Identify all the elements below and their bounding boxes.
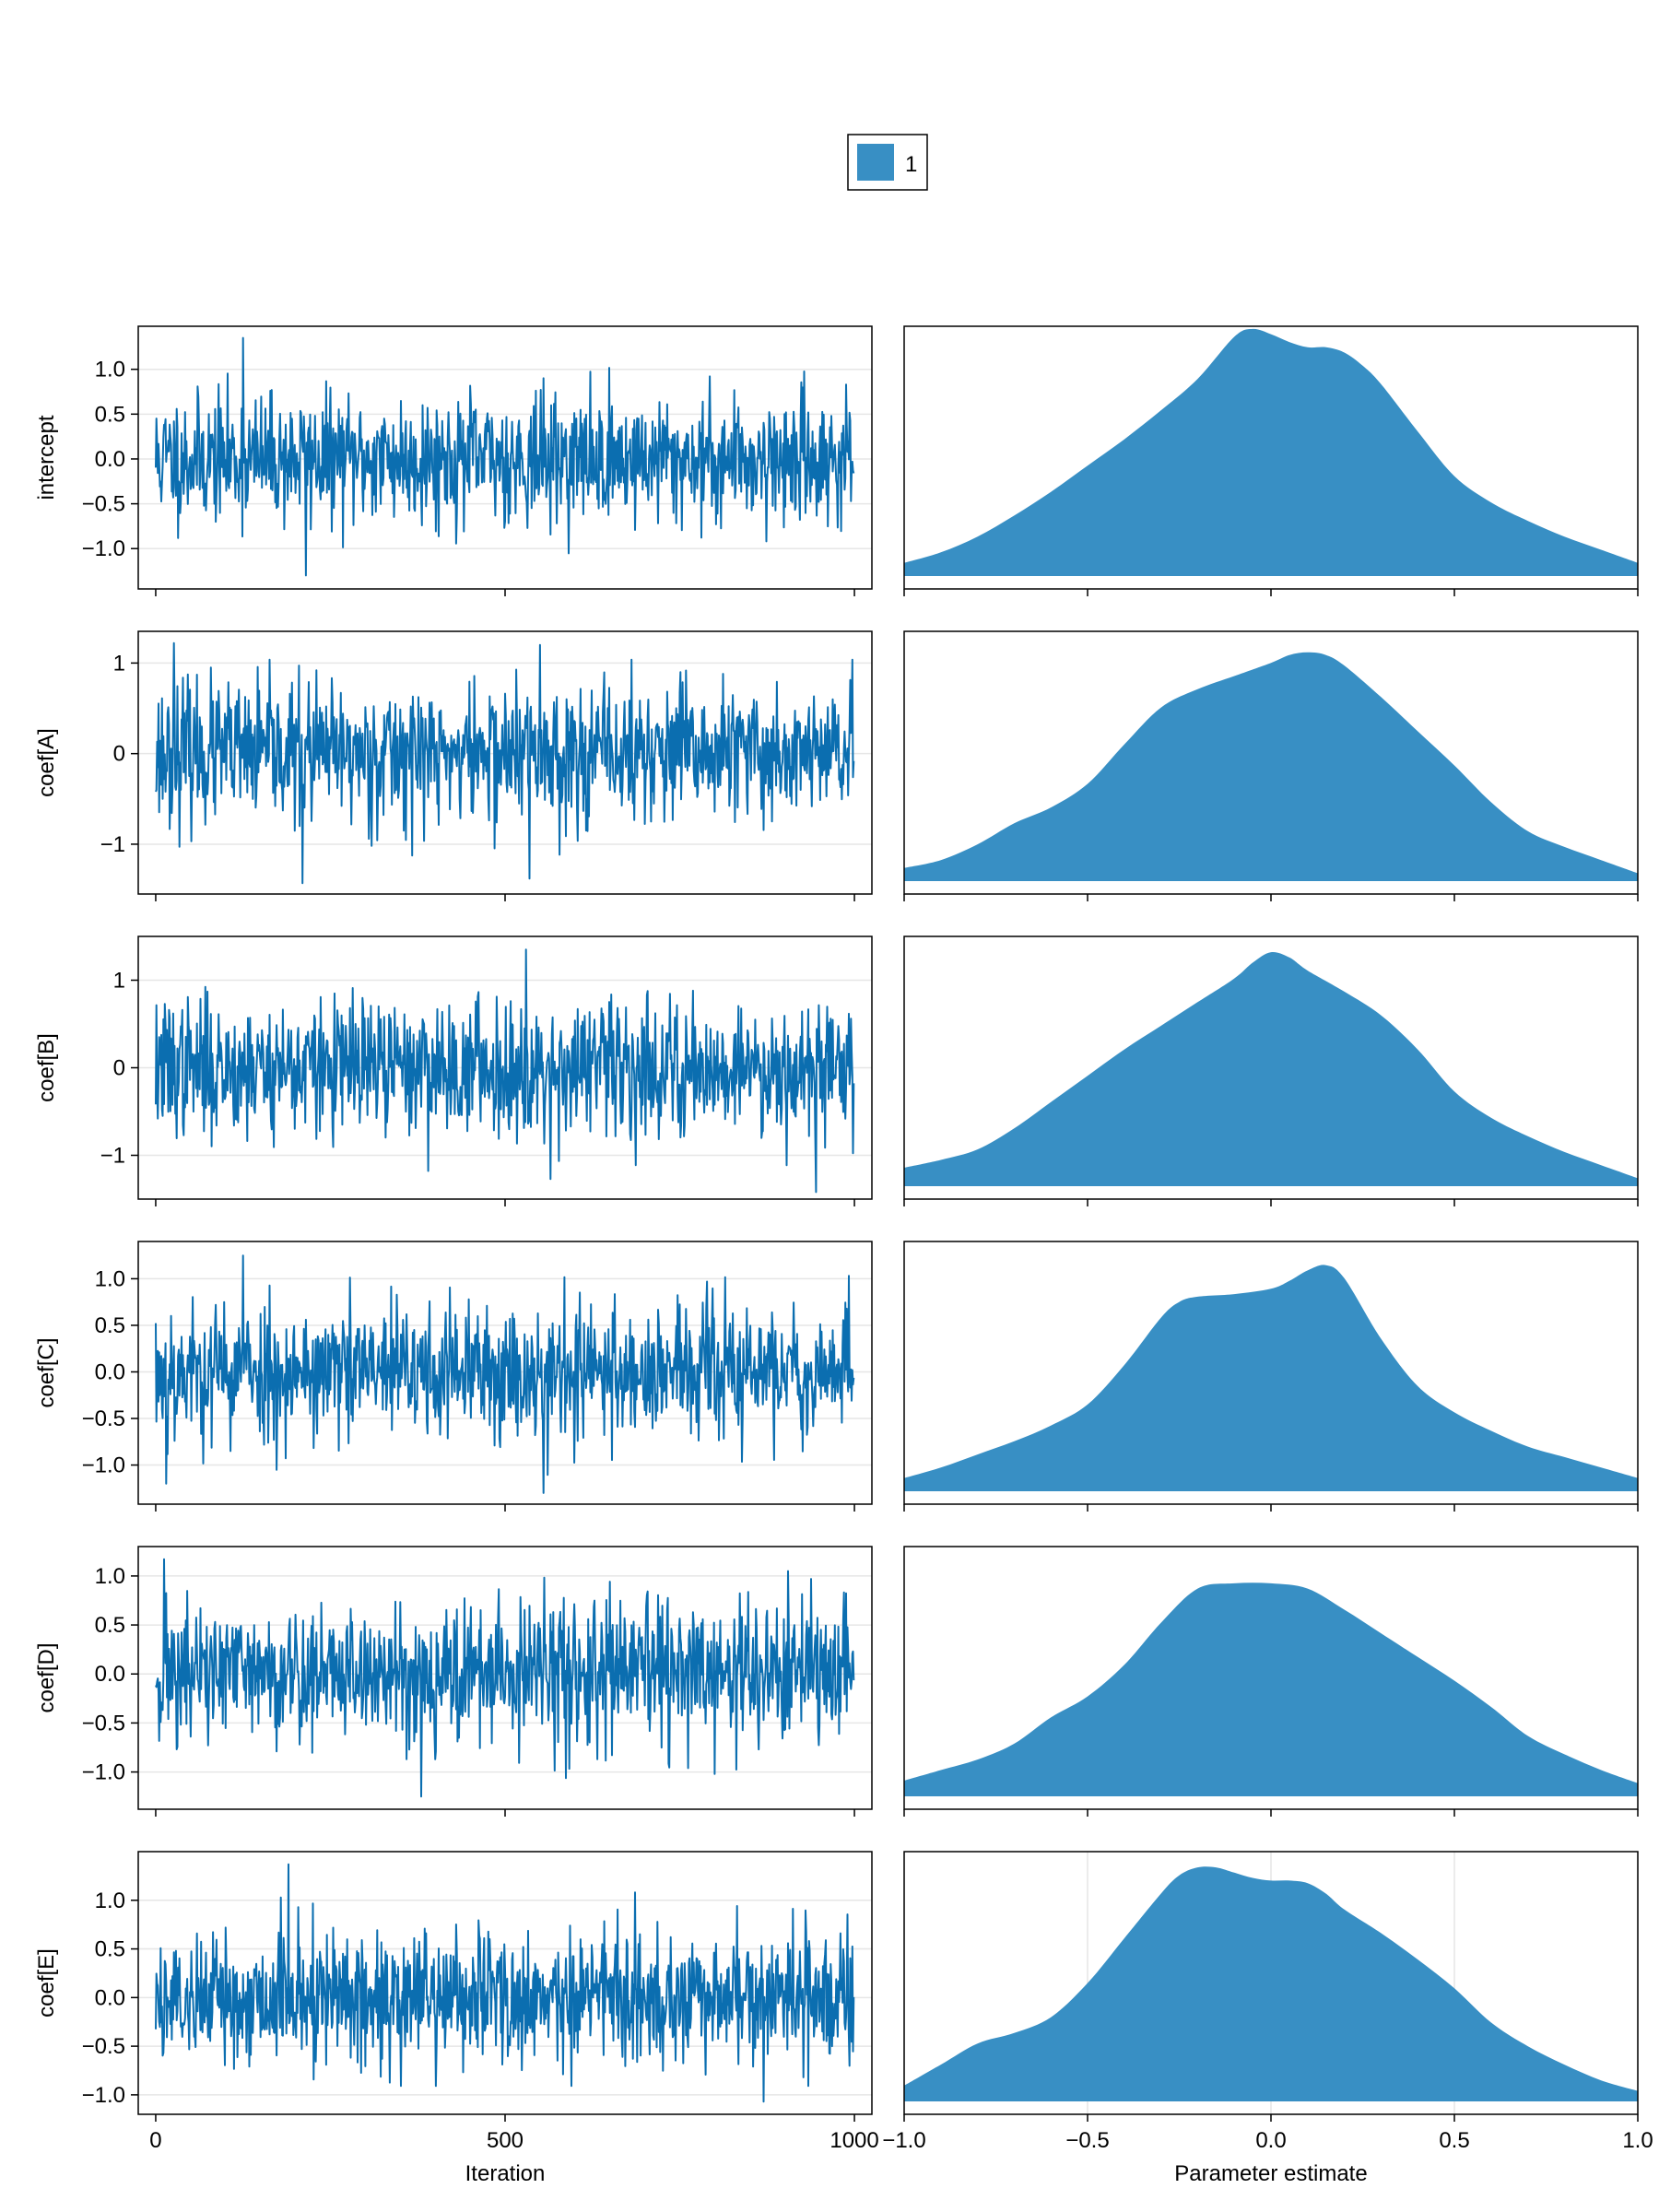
y-tick-label: 0.5 (95, 1937, 125, 1962)
y-tick-label: −1.0 (82, 536, 125, 561)
trace-panel-2: 1 0 −1 coef[B] (34, 935, 873, 1206)
density-area (904, 1265, 1638, 1491)
y-tick-label: 0.5 (95, 1613, 125, 1638)
x-tick-label: 500 (487, 2128, 524, 2153)
legend-swatch (857, 144, 894, 181)
trace-panel-0: 1.0 0.5 0.0 −0.5 −1.0 intercept (34, 325, 873, 596)
x-tick-label: 1.0 (1622, 2128, 1653, 2153)
y-tick-label: −0.5 (82, 2034, 125, 2059)
y-tick-label: 1 (113, 651, 125, 676)
x-axis-label: Parameter estimate (1174, 2161, 1367, 2186)
trace-line (155, 1863, 855, 2103)
x-tick-label: 0.5 (1439, 2128, 1469, 2153)
y-axis-label: coef[B] (34, 1033, 59, 1102)
trace-panel-3: 1.0 0.5 0.0 −0.5 −1.0 coef[C] (34, 1241, 873, 1512)
legend: 1 (847, 134, 928, 191)
trace-line (155, 1254, 855, 1494)
y-tick-label: 1.0 (95, 1888, 125, 1913)
y-tick-label: −0.5 (82, 492, 125, 517)
density-area (904, 328, 1638, 576)
y-tick-label: −1 (100, 1144, 125, 1169)
density-area (904, 1866, 1638, 2101)
density-area (904, 652, 1638, 881)
trace-line (155, 336, 855, 577)
trace-panel-4: 1.0 0.5 0.0 −0.5 −1.0 coef[D] (34, 1546, 873, 1817)
y-tick-label: 0.5 (95, 402, 125, 427)
y-tick-label: 0.0 (95, 1359, 125, 1384)
density-panel-3 (903, 1241, 1639, 1512)
density-panel-4 (903, 1546, 1639, 1817)
y-axis-label: coef[D] (34, 1642, 59, 1712)
x-tick-label: −1.0 (882, 2128, 925, 2153)
y-tick-label: −1.0 (82, 2083, 125, 2108)
y-tick-label: 1 (113, 969, 125, 994)
y-tick-label: 0.5 (95, 1313, 125, 1338)
trace-line (155, 1558, 855, 1798)
y-tick-label: 0.0 (95, 1985, 125, 2010)
density-panel-2 (903, 935, 1639, 1206)
density-panel-1 (903, 630, 1639, 901)
density-panel-5: −1.0 −0.5 0.0 0.5 1.0 Parameter estimate (882, 1851, 1653, 2186)
trace-line (155, 948, 855, 1194)
trace-panel-1: 1 0 −1 coef[A] (34, 630, 873, 901)
density-area (904, 951, 1638, 1186)
y-axis-label: coef[C] (34, 1337, 59, 1407)
density-panel-0 (903, 325, 1639, 596)
y-tick-label: 1.0 (95, 1266, 125, 1291)
y-tick-label: −1.0 (82, 1453, 125, 1478)
y-tick-label: 1.0 (95, 358, 125, 382)
y-tick-label: −1.0 (82, 1760, 125, 1785)
y-tick-label: 0 (113, 1056, 125, 1081)
x-tick-label: 0.0 (1255, 2128, 1286, 2153)
x-tick-label: −0.5 (1065, 2128, 1109, 2153)
density-area (904, 1583, 1638, 1796)
y-axis-label: coef[A] (34, 728, 59, 797)
y-axis-label: intercept (34, 415, 59, 500)
y-tick-label: 1.0 (95, 1564, 125, 1589)
y-axis-label: coef[E] (34, 1948, 59, 2018)
x-tick-label: 0 (149, 2128, 161, 2153)
trace-panel-5: 1.0 0.5 0.0 −0.5 −1.0 coef[E] 0 500 1000 Iteratio… (34, 1851, 879, 2186)
y-tick-label: 0.0 (95, 447, 125, 472)
y-tick-label: 0.0 (95, 1662, 125, 1687)
y-tick-label: −0.5 (82, 1406, 125, 1431)
x-tick-label: 1000 (830, 2128, 878, 2153)
trace-line (155, 641, 855, 885)
x-axis-label: Iteration (465, 2161, 546, 2186)
legend-label: 1 (905, 152, 917, 177)
y-tick-label: −1 (100, 832, 125, 857)
y-tick-label: 0 (113, 742, 125, 767)
chart-panels: 1.00.50.0−0.5−1.0intercept10−1coef[A]10−… (34, 325, 1653, 2186)
y-tick-label: −0.5 (82, 1711, 125, 1735)
